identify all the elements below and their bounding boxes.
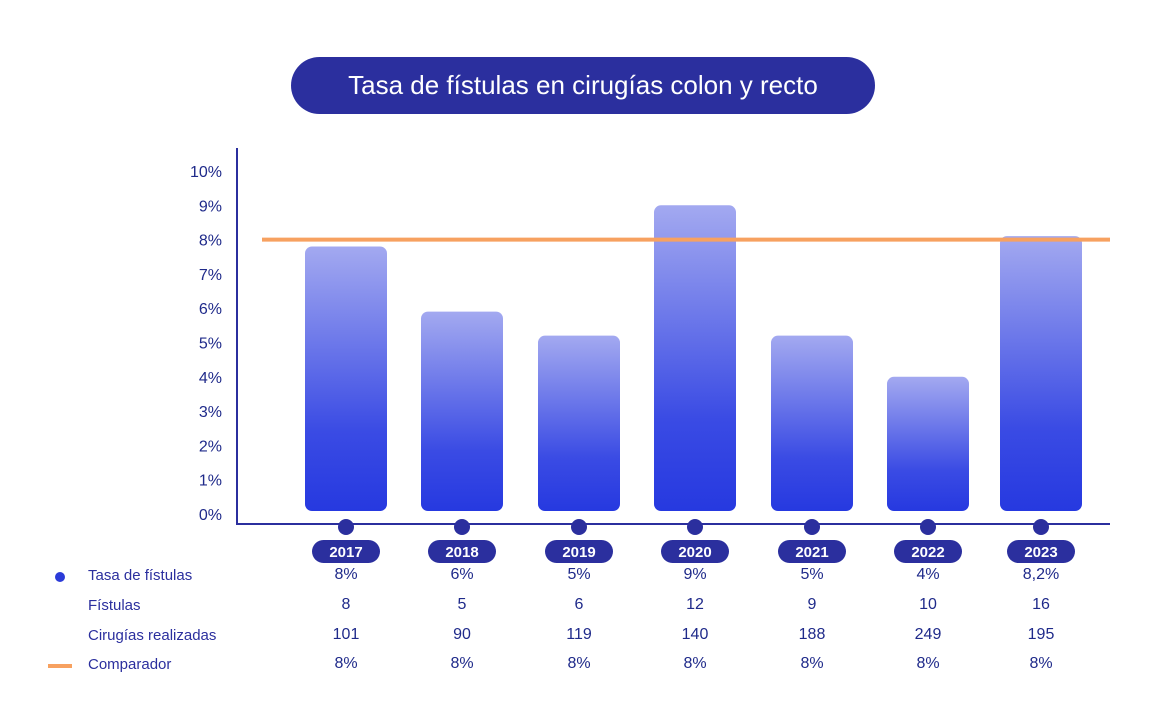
- y-tick-label: 3%: [199, 404, 222, 421]
- table-cell: 101: [332, 626, 360, 643]
- x-tick-label: 2021: [795, 544, 828, 561]
- x-tick-label: 2018: [445, 544, 478, 561]
- table-cell: 8%: [800, 655, 824, 672]
- x-tick-label: 2020: [678, 544, 711, 561]
- table-cell: 12: [686, 596, 704, 613]
- bar-2019: [538, 335, 620, 511]
- table-cell: 5%: [800, 566, 824, 583]
- bar-2023: [1000, 236, 1082, 512]
- table-cell: 6: [574, 596, 584, 613]
- table-cell: 6%: [450, 566, 474, 583]
- table-cell: 8%: [334, 655, 358, 672]
- year-pill: [894, 540, 962, 563]
- y-tick-label: 0%: [199, 507, 222, 524]
- table-row-label: Cirugías realizadas: [88, 627, 217, 644]
- table-cell: 90: [453, 626, 471, 643]
- x-tick-label: 2023: [1024, 544, 1057, 561]
- x-tick-label: 2019: [562, 544, 595, 561]
- axis-dot: [1033, 519, 1049, 535]
- year-pill: [545, 540, 613, 563]
- table-cell: 8,2%: [1022, 566, 1060, 583]
- table-cell: 119: [566, 626, 592, 643]
- table-cell: 195: [1027, 626, 1055, 643]
- table-cell: 8%: [916, 655, 940, 672]
- table-row-label: Fístulas: [88, 597, 141, 614]
- year-pill: [312, 540, 380, 563]
- year-pill: [661, 540, 729, 563]
- legend-dot-icon: [55, 572, 65, 582]
- y-tick-label: 9%: [199, 198, 222, 215]
- table-cell: 8: [341, 596, 351, 613]
- table-cell: 8%: [334, 566, 358, 583]
- axis-dot: [804, 519, 820, 535]
- y-tick-label: 7%: [199, 267, 222, 284]
- y-tick-label: 1%: [199, 473, 222, 490]
- y-tick-label: 10%: [190, 164, 222, 181]
- table-row-label: Tasa de fístulas: [88, 567, 193, 584]
- chart-title: Tasa de fístulas en cirugías colon y rec…: [348, 70, 818, 100]
- table-cell: 8%: [567, 655, 591, 672]
- y-tick-label: 4%: [199, 370, 222, 387]
- legend-line-icon: [48, 664, 72, 668]
- axis-dot: [338, 519, 354, 535]
- axis-dot: [571, 519, 587, 535]
- bar-2020: [654, 205, 736, 512]
- bar-2018: [421, 311, 503, 511]
- chart-title-pill: Tasa de fístulas en cirugías colon y rec…: [291, 57, 875, 114]
- table-cell: 8%: [1029, 655, 1053, 672]
- table-cell: 8%: [450, 655, 474, 672]
- x-tick-label: 2022: [911, 544, 944, 561]
- table-cell: 16: [1032, 596, 1050, 613]
- table-cell: 140: [681, 626, 709, 643]
- table-cell: 4%: [916, 566, 940, 583]
- axis-dot: [454, 519, 470, 535]
- table-cell: 5%: [567, 566, 591, 583]
- table-cell: 249: [914, 626, 942, 643]
- y-tick-label: 5%: [199, 336, 222, 353]
- table-cell: 188: [798, 626, 826, 643]
- bar-2022: [887, 376, 969, 511]
- year-pill: [1007, 540, 1075, 563]
- y-tick-label: 2%: [199, 438, 222, 455]
- y-tick-label: 8%: [199, 233, 222, 250]
- bar-2021: [771, 335, 853, 511]
- table-cell: 5: [457, 596, 467, 613]
- axis-dot: [687, 519, 703, 535]
- bar-2017: [305, 246, 387, 511]
- table-cell: 9: [807, 596, 817, 613]
- table-row-label: Comparador: [88, 656, 172, 673]
- table-cell: 10: [919, 596, 937, 613]
- year-pill: [428, 540, 496, 563]
- year-pill: [778, 540, 846, 563]
- y-tick-label: 6%: [199, 301, 222, 318]
- table-cell: 9%: [683, 566, 707, 583]
- x-tick-label: 2017: [329, 544, 362, 561]
- axis-dot: [920, 519, 936, 535]
- table-cell: 8%: [683, 655, 707, 672]
